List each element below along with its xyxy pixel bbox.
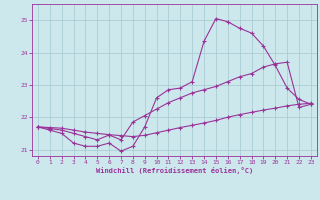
X-axis label: Windchill (Refroidissement éolien,°C): Windchill (Refroidissement éolien,°C): [96, 167, 253, 174]
